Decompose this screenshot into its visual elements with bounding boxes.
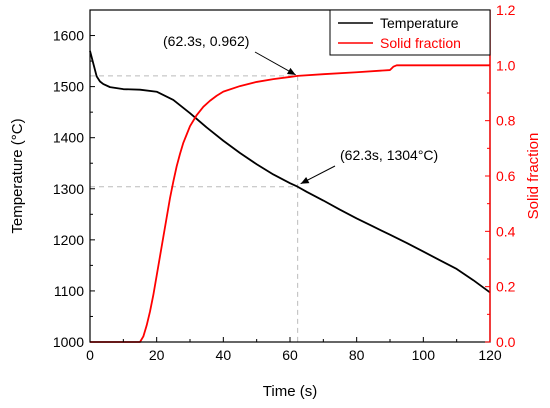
y-right-tick-label: 0.0 (496, 334, 516, 350)
legend: Temperature Solid fraction (329, 9, 491, 56)
y-axis-left-title: Temperature (°C) (9, 118, 26, 233)
x-tick-label: 100 (412, 347, 436, 363)
legend-label-solid-fraction: Solid fraction (380, 35, 461, 51)
y-left-tick-label: 1100 (54, 283, 84, 299)
legend-box (329, 9, 491, 56)
legend-label-temperature: Temperature (380, 15, 459, 31)
reference-lines (90, 75, 299, 342)
y-right-tick-label: 0.2 (496, 279, 516, 295)
y-right-tick-label: 1.2 (496, 2, 516, 18)
y-left-tick-label: 1000 (53, 334, 84, 350)
y-left-tick-label: 1400 (53, 130, 84, 146)
ticks-layer: 0 20 40 60 80 100 120 1000 1100 1200 1300 1400 1500 1… (53, 2, 516, 363)
y-right-tick-label: 1.0 (496, 57, 516, 73)
annotation-arrowhead-temperature (300, 176, 310, 184)
y-axis-right-title: Solid fraction (525, 133, 542, 220)
x-tick-label: 40 (216, 347, 232, 363)
series-line-temperature (89, 50, 491, 294)
series-line-solid-fraction (90, 64, 490, 343)
annotation-arrowhead-solid-fraction (286, 67, 296, 75)
y-right-tick-label: 0.8 (496, 113, 516, 129)
x-tick-label: 60 (282, 347, 298, 363)
y-right-tick-label: 0.6 (496, 168, 516, 184)
annotation-solid-fraction: (62.3s, 0.962) (163, 33, 249, 49)
y-right-tick-label: 0.4 (496, 223, 516, 239)
series-layer (89, 50, 491, 343)
annotations: (62.3s, 0.962) (62.3s, 1304°C) (163, 33, 438, 185)
x-tick-label: 120 (478, 347, 502, 363)
x-tick-label: 0 (86, 347, 94, 363)
y-left-tick-label: 1200 (53, 232, 84, 248)
y-left-tick-label: 1500 (53, 79, 84, 95)
y-left-tick-label: 1300 (53, 181, 84, 197)
x-axis-title: Time (s) (263, 383, 317, 400)
y-left-tick-label: 1600 (53, 28, 84, 44)
x-tick-label: 20 (149, 347, 165, 363)
plot-frame (89, 9, 491, 343)
x-tick-label: 80 (349, 347, 365, 363)
annotation-temperature: (62.3s, 1304°C) (340, 147, 438, 163)
